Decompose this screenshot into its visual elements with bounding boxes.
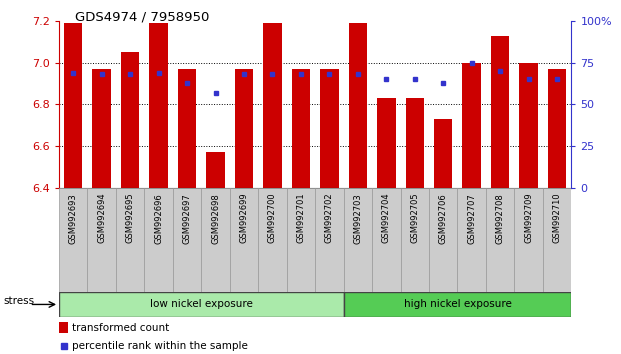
- Text: high nickel exposure: high nickel exposure: [404, 299, 512, 309]
- Text: transformed count: transformed count: [72, 322, 169, 332]
- Text: GSM992702: GSM992702: [325, 193, 334, 244]
- Text: GSM992707: GSM992707: [467, 193, 476, 244]
- Bar: [519, 63, 538, 188]
- Text: low nickel exposure: low nickel exposure: [150, 299, 253, 309]
- Bar: [173, 188, 201, 292]
- Bar: [59, 188, 88, 292]
- Text: GSM992708: GSM992708: [496, 193, 505, 244]
- Bar: [401, 188, 429, 292]
- Bar: [144, 188, 173, 292]
- Bar: [59, 292, 343, 317]
- Bar: [320, 69, 338, 188]
- Bar: [434, 119, 453, 188]
- Bar: [315, 188, 343, 292]
- Bar: [514, 188, 543, 292]
- Bar: [88, 188, 116, 292]
- Bar: [543, 188, 571, 292]
- Text: GSM992701: GSM992701: [296, 193, 306, 244]
- Bar: [201, 188, 230, 292]
- Bar: [463, 63, 481, 188]
- Text: GSM992698: GSM992698: [211, 193, 220, 244]
- Bar: [178, 69, 196, 188]
- Bar: [491, 36, 509, 188]
- Bar: [343, 292, 571, 317]
- Bar: [64, 23, 83, 188]
- Bar: [486, 188, 514, 292]
- Text: GSM992693: GSM992693: [69, 193, 78, 244]
- Bar: [230, 188, 258, 292]
- Text: GSM992697: GSM992697: [183, 193, 191, 244]
- Bar: [116, 188, 144, 292]
- Bar: [429, 188, 458, 292]
- Bar: [292, 69, 310, 188]
- Text: GSM992695: GSM992695: [125, 193, 135, 244]
- Bar: [121, 52, 139, 188]
- Text: percentile rank within the sample: percentile rank within the sample: [72, 341, 248, 351]
- Text: GSM992696: GSM992696: [154, 193, 163, 244]
- Bar: [206, 152, 225, 188]
- Text: GDS4974 / 7958950: GDS4974 / 7958950: [75, 11, 209, 24]
- Bar: [458, 188, 486, 292]
- Text: GSM992705: GSM992705: [410, 193, 419, 244]
- Text: GSM992703: GSM992703: [353, 193, 362, 244]
- Bar: [343, 188, 372, 292]
- Bar: [372, 188, 401, 292]
- Text: GSM992694: GSM992694: [97, 193, 106, 244]
- Text: stress: stress: [3, 296, 34, 306]
- Bar: [258, 188, 287, 292]
- Text: GSM992706: GSM992706: [439, 193, 448, 244]
- Text: GSM992700: GSM992700: [268, 193, 277, 244]
- Bar: [59, 322, 68, 333]
- Bar: [406, 98, 424, 188]
- Bar: [93, 69, 111, 188]
- Bar: [287, 188, 315, 292]
- Text: GSM992704: GSM992704: [382, 193, 391, 244]
- Text: GSM992710: GSM992710: [553, 193, 561, 244]
- Bar: [263, 23, 282, 188]
- Text: GSM992699: GSM992699: [240, 193, 248, 244]
- Text: GSM992709: GSM992709: [524, 193, 533, 244]
- Bar: [150, 23, 168, 188]
- Bar: [348, 23, 367, 188]
- Bar: [377, 98, 396, 188]
- Bar: [235, 69, 253, 188]
- Bar: [548, 69, 566, 188]
